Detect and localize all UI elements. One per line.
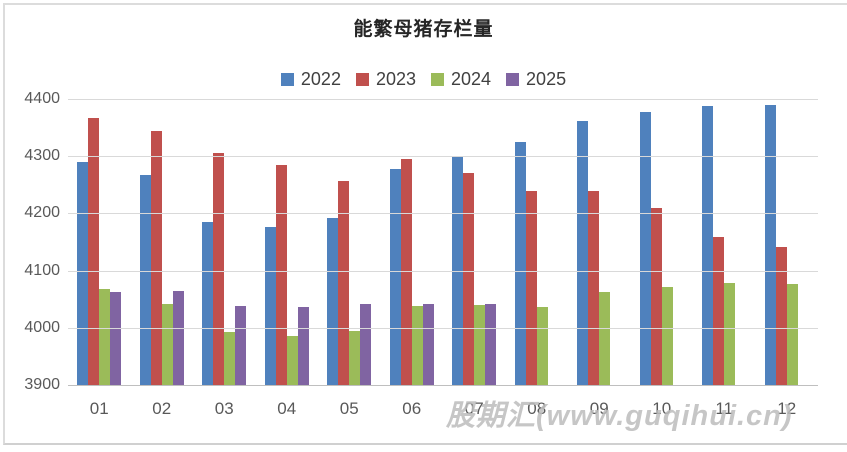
legend-swatch-icon <box>355 73 369 86</box>
y-axis-tick-label: 4300 <box>24 147 60 165</box>
legend-label: 2022 <box>300 69 341 89</box>
y-axis-tick-label: 4000 <box>24 318 60 336</box>
bar-2024-09 <box>599 292 611 385</box>
bar-2022-12 <box>764 104 776 385</box>
bar-2024-07 <box>474 304 486 385</box>
bar-2022-10 <box>639 111 651 385</box>
x-axis-label-06: 06 <box>402 399 422 418</box>
legend-item-2022: 2022 <box>280 69 341 90</box>
bar-2025-02 <box>172 291 184 385</box>
bar-2022-04 <box>264 226 276 385</box>
x-axis-label-02: 02 <box>152 399 172 418</box>
bar-2022-09 <box>577 121 589 385</box>
legend-label: 2024 <box>451 69 492 89</box>
bar-group-07 <box>443 99 506 385</box>
bar-2025-05 <box>360 304 372 385</box>
legend-label: 2025 <box>526 69 567 89</box>
bar-2024-08 <box>536 307 548 385</box>
bar-group-04 <box>256 99 319 385</box>
x-axis-label-08: 08 <box>527 399 547 418</box>
gridline <box>68 213 818 215</box>
bar-2023-07 <box>463 172 475 385</box>
x-axis-label-05: 05 <box>339 399 359 418</box>
bar-2023-04 <box>275 164 287 385</box>
legend-item-2023: 2023 <box>355 69 416 90</box>
bar-group-03 <box>193 99 256 385</box>
bar-group-05 <box>318 99 381 385</box>
bar-2024-05 <box>349 330 361 385</box>
bars-container <box>68 99 818 385</box>
bar-2022-08 <box>514 141 526 385</box>
bar-2024-02 <box>161 303 173 385</box>
x-axis-line <box>68 385 818 386</box>
bar-group-08 <box>506 99 569 385</box>
bar-2024-06 <box>411 306 423 385</box>
bar-group-09 <box>568 99 631 385</box>
x-axis-label-03: 03 <box>214 399 234 418</box>
x-axis-label-01: 01 <box>89 399 109 418</box>
bar-2023-03 <box>213 153 225 385</box>
legend-item-2024: 2024 <box>431 69 491 90</box>
bar-group-11 <box>693 99 756 385</box>
bar-2025-06 <box>422 303 434 385</box>
bar-group-12 <box>756 99 819 385</box>
bar-2024-12 <box>786 284 798 385</box>
bar-2022-02 <box>139 174 151 385</box>
x-axis-label-10: 10 <box>652 399 672 418</box>
x-axis-label-11: 11 <box>715 399 734 418</box>
x-axis-label-12: 12 <box>777 399 797 418</box>
bar-group-02 <box>131 99 194 385</box>
gridline <box>68 270 818 272</box>
y-axis-tick-label: 4200 <box>24 204 60 222</box>
legend-swatch-icon <box>506 73 520 86</box>
legend-label: 2023 <box>375 69 416 89</box>
bar-2023-02 <box>150 131 162 385</box>
bar-2022-03 <box>202 221 214 385</box>
bar-2024-01 <box>99 289 111 385</box>
bar-2023-08 <box>525 190 537 385</box>
legend-item-2025: 2025 <box>506 69 566 90</box>
bar-2024-03 <box>224 332 236 385</box>
bar-2023-06 <box>400 158 412 385</box>
bar-group-06 <box>381 99 444 385</box>
gridline <box>68 99 818 100</box>
y-axis-tick-label: 4400 <box>24 90 60 107</box>
bar-group-01 <box>68 99 131 385</box>
bar-2024-04 <box>286 336 298 385</box>
x-axis-label-04: 04 <box>277 399 297 418</box>
gridline <box>68 327 818 329</box>
bar-2023-11 <box>713 237 725 385</box>
bar-2023-10 <box>650 207 662 385</box>
bar-2023-01 <box>88 117 100 385</box>
y-axis-tick-label: 3900 <box>24 376 60 393</box>
bar-2025-04 <box>297 306 309 385</box>
bar-2025-07 <box>485 303 497 385</box>
bar-2022-06 <box>389 168 401 385</box>
watermark: 股期汇(www.guqihui.cn) <box>446 400 793 432</box>
legend: 2022 2023 2024 2025 <box>0 69 847 90</box>
legend-swatch-icon <box>431 73 444 86</box>
gridline <box>68 156 818 158</box>
bar-2022-11 <box>702 105 714 385</box>
bar-group-10 <box>631 99 694 385</box>
legend-swatch-icon <box>280 73 294 86</box>
bar-2022-01 <box>77 161 89 385</box>
x-axis-label-09: 09 <box>589 399 609 418</box>
bar-2025-01 <box>110 292 122 385</box>
bar-2022-05 <box>327 217 339 385</box>
x-axis-label-07: 07 <box>464 399 484 418</box>
bar-2023-05 <box>338 180 350 385</box>
bar-2024-11 <box>724 283 736 385</box>
bar-2024-10 <box>661 286 673 385</box>
x-axis-labels: 01 02 03 04 05 06 07 08 09 10 11 12 <box>68 399 818 419</box>
y-axis-tick-label: 4100 <box>24 261 60 279</box>
bar-2025-03 <box>235 306 247 385</box>
bar-2023-12 <box>775 247 787 385</box>
plot-area: 4400 4300 4200 4100 4000 3900 <box>24 90 818 393</box>
bar-2023-09 <box>588 190 600 385</box>
chart-title: 能繁母猪存栏量 <box>353 19 494 40</box>
